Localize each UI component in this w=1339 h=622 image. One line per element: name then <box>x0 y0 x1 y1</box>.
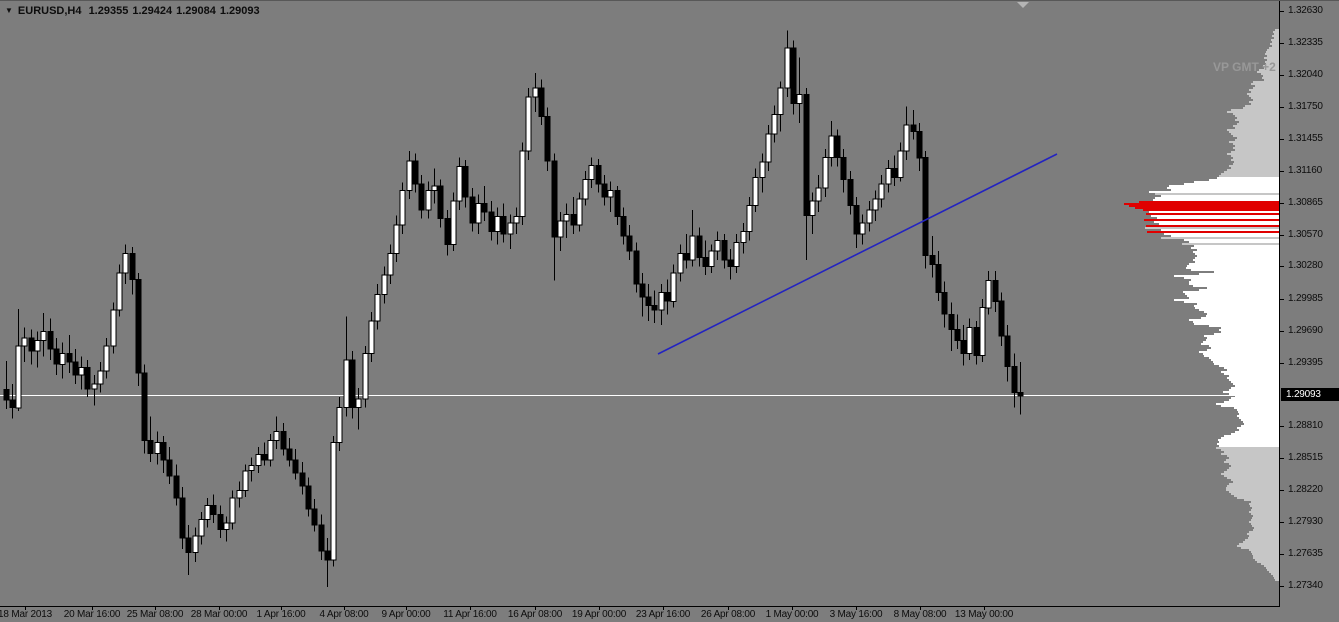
price-axis-label: 1.28810 <box>1288 420 1323 432</box>
time-axis-label: 20 Mar 16:00 <box>63 609 121 620</box>
ohlc-title-bar: ▼ EURUSD,H4 1.29355 1.29424 1.29084 1.29093 <box>5 5 264 17</box>
candles-layer <box>3 30 1024 588</box>
price-axis-label: 1.29395 <box>1288 356 1323 368</box>
time-axis-label: 16 Apr 08:00 <box>507 609 563 620</box>
price-axis-label: 1.30570 <box>1288 228 1323 240</box>
axes <box>0 1 1284 610</box>
time-axis-label: 13 May 00:00 <box>954 609 1014 620</box>
open-value: 1.29355 <box>88 5 129 17</box>
price-axis-label: 1.27635 <box>1288 547 1323 559</box>
price-axis-label: 1.32040 <box>1288 69 1323 81</box>
price-axis-label: 1.31455 <box>1288 132 1323 144</box>
time-axis-label: 28 Mar 00:00 <box>190 609 248 620</box>
time-axis-label: 23 Apr 16:00 <box>635 609 691 620</box>
price-axis-label: 1.30865 <box>1288 196 1323 208</box>
time-axis-label: 1 Apr 16:00 <box>256 609 306 620</box>
price-axis-label: 1.27340 <box>1288 580 1323 591</box>
time-axis-label: 4 Apr 08:00 <box>319 609 369 620</box>
time-axis-label: 1 May 00:00 <box>765 609 819 620</box>
current-price-tag: 1.29093 <box>1281 388 1339 402</box>
time-axis-label: 8 May 08:00 <box>893 609 947 620</box>
price-axis-label: 1.27930 <box>1288 515 1323 527</box>
symbol-marker-triangle-icon: ▼ <box>5 6 13 15</box>
volume-profile <box>1124 29 1279 581</box>
indicator-watermark: VP GMT +2 <box>1213 60 1276 74</box>
price-axis-label: 1.29985 <box>1288 292 1323 304</box>
time-axis-label: 18 Mar 2013 <box>0 609 52 620</box>
low-value: 1.29084 <box>176 5 216 17</box>
symbol-timeframe-label: EURUSD,H4 <box>17 5 82 17</box>
trendline[interactable] <box>657 153 1058 355</box>
price-axis-label: 1.32335 <box>1288 37 1323 49</box>
price-axis-label: 1.31160 <box>1288 164 1323 176</box>
time-axis-label: 11 Apr 16:00 <box>443 609 497 620</box>
time-axis-label: 3 May 16:00 <box>829 609 883 620</box>
price-axis-label: 1.30280 <box>1288 260 1323 272</box>
time-axis-label: 25 Mar 08:00 <box>126 609 184 620</box>
chart-shift-marker-icon[interactable] <box>1017 2 1029 8</box>
price-axis-label: 1.28515 <box>1288 452 1323 464</box>
price-axis-label: 1.28220 <box>1288 484 1323 496</box>
time-axis-label: 9 Apr 00:00 <box>381 609 431 620</box>
price-axis-label: 1.31750 <box>1288 100 1323 112</box>
price-axis-label: 1.29690 <box>1288 324 1323 336</box>
time-axis-label: 26 Apr 08:00 <box>700 609 756 620</box>
close-value: 1.29093 <box>219 5 260 17</box>
time-axis-label: 19 Apr 00:00 <box>571 609 627 620</box>
high-value: 1.29424 <box>132 5 173 17</box>
price-axis-label: 1.32630 <box>1288 5 1323 16</box>
